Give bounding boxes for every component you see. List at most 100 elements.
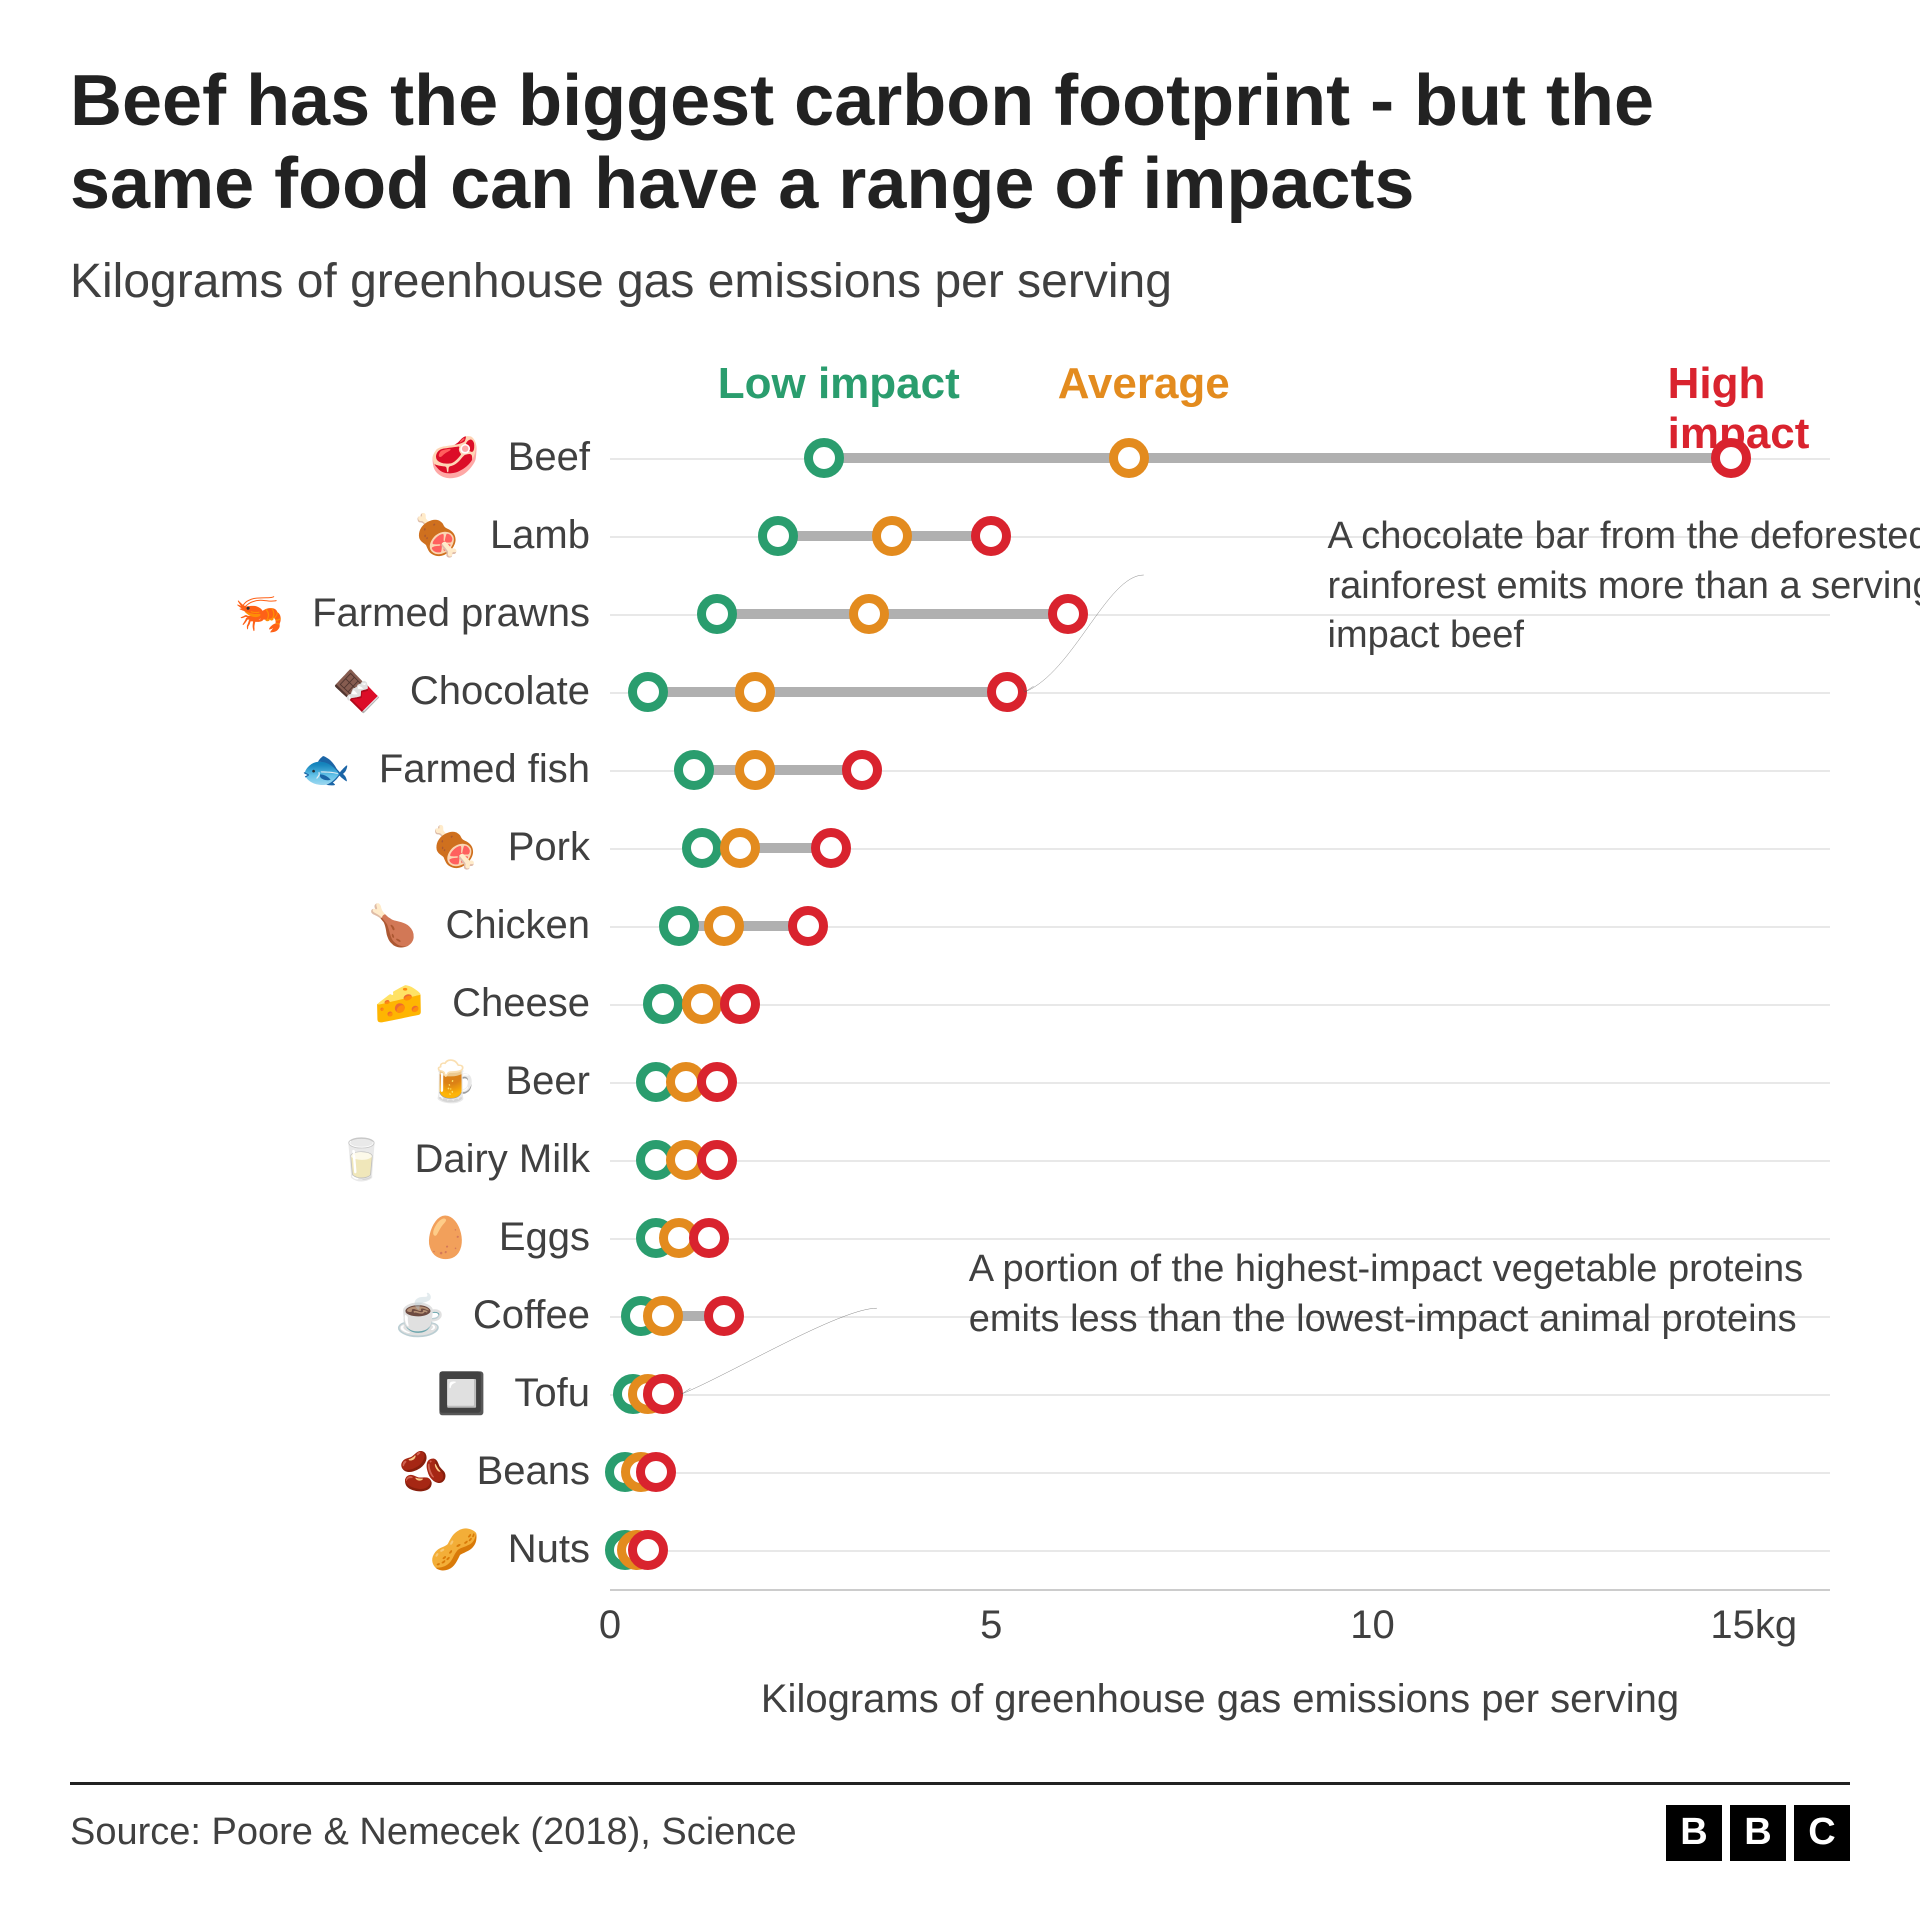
legend-average: Average: [1058, 359, 1230, 409]
gridline: [610, 1238, 1830, 1240]
x-axis: 051015kg: [610, 1589, 1830, 1659]
marker-high: [788, 906, 828, 946]
food-row: 🍫 Chocolate: [190, 653, 1830, 731]
food-label: Beef: [508, 435, 590, 480]
range-bar: [648, 687, 1006, 697]
row-label-wrap: 🍺Beer: [190, 1054, 610, 1109]
bbc-logo: BBC: [1666, 1805, 1850, 1861]
annotation-text: A portion of the highest-impact vegetabl…: [969, 1245, 1892, 1344]
marker-avg: [849, 594, 889, 634]
row-track: [610, 965, 1830, 1043]
marker-high: [720, 984, 760, 1024]
food-row: 🥛Dairy Milk: [190, 1121, 1830, 1199]
marker-avg: [735, 672, 775, 712]
gridline: [610, 1394, 1830, 1396]
food-label: Beer: [506, 1059, 591, 1104]
marker-high: [628, 1530, 668, 1570]
food-icon: 🫘: [389, 1444, 459, 1499]
marker-avg: [1109, 438, 1149, 478]
food-label: Tofu: [514, 1371, 590, 1416]
x-axis-label: Kilograms of greenhouse gas emissions pe…: [610, 1677, 1830, 1722]
source-text: Source: Poore & Nemecek (2018), Science: [70, 1811, 797, 1854]
food-label: Chicken: [445, 903, 590, 948]
row-track: [610, 1355, 1830, 1433]
marker-low: [674, 750, 714, 790]
gridline: [610, 1472, 1830, 1474]
row-track: [610, 1121, 1830, 1199]
marker-low: [659, 906, 699, 946]
marker-high: [811, 828, 851, 868]
food-label: Eggs: [499, 1215, 590, 1260]
marker-high: [842, 750, 882, 790]
row-label-wrap: 🦐Farmed prawns: [190, 586, 610, 641]
gridline: [610, 1082, 1830, 1084]
food-label: Coffee: [473, 1293, 590, 1338]
food-row: 🍺Beer: [190, 1043, 1830, 1121]
food-row: 🥜Nuts: [190, 1511, 1830, 1589]
food-label: Pork: [508, 825, 590, 870]
range-bar: [824, 453, 1731, 463]
food-label: Chocolate: [410, 669, 590, 714]
food-icon: 🥚: [411, 1210, 481, 1265]
row-track: [610, 1043, 1830, 1121]
row-track: [610, 731, 1830, 809]
food-icon: 🍗: [357, 898, 427, 953]
marker-low: [682, 828, 722, 868]
marker-high: [1711, 438, 1751, 478]
row-label-wrap: 🐟Farmed fish: [190, 742, 610, 797]
gridline: [610, 1550, 1830, 1552]
food-icon: ☕: [385, 1288, 455, 1343]
food-label: Farmed fish: [379, 747, 590, 792]
marker-high: [636, 1452, 676, 1492]
marker-low: [804, 438, 844, 478]
food-label: Lamb: [490, 513, 590, 558]
marker-high: [704, 1296, 744, 1336]
food-icon: 🔲: [426, 1366, 496, 1421]
marker-avg: [704, 906, 744, 946]
marker-high: [697, 1062, 737, 1102]
row-label-wrap: 🍫 Chocolate: [190, 664, 610, 719]
range-bar: [717, 609, 1068, 619]
gridline: [610, 1160, 1830, 1162]
marker-low: [643, 984, 683, 1024]
x-tick: 5: [980, 1603, 1002, 1648]
marker-avg: [872, 516, 912, 556]
row-label-wrap: 🧀Cheese: [190, 976, 610, 1031]
food-label: Beans: [477, 1449, 590, 1494]
bbc-logo-letter: B: [1666, 1805, 1722, 1861]
food-row: 🥩Beef: [190, 419, 1830, 497]
food-icon: 🧀: [364, 976, 434, 1031]
row-track: [610, 1511, 1830, 1589]
row-label-wrap: 🥚 Eggs: [190, 1210, 610, 1265]
footer: Source: Poore & Nemecek (2018), Science …: [70, 1782, 1850, 1861]
food-icon: 🍫: [322, 664, 392, 719]
annotation-text: A chocolate bar from the deforested rain…: [1328, 512, 1920, 660]
row-label-wrap: 🫘 Beans: [190, 1444, 610, 1499]
marker-avg: [735, 750, 775, 790]
marker-high: [1048, 594, 1088, 634]
food-label: Nuts: [508, 1527, 590, 1572]
bbc-logo-letter: B: [1730, 1805, 1786, 1861]
food-row: 🫘 Beans: [190, 1433, 1830, 1511]
food-row: 🍖Pork: [190, 809, 1830, 887]
chart-subtitle: Kilograms of greenhouse gas emissions pe…: [70, 254, 1850, 309]
row-track: [610, 887, 1830, 965]
food-label: Dairy Milk: [414, 1137, 590, 1182]
bbc-logo-letter: C: [1794, 1805, 1850, 1861]
marker-high: [697, 1140, 737, 1180]
food-icon: 🦐: [224, 586, 294, 641]
marker-low: [697, 594, 737, 634]
figure-container: Beef has the biggest carbon footprint - …: [0, 0, 1920, 1901]
range-bar: [694, 765, 862, 775]
row-track: [610, 809, 1830, 887]
marker-high: [987, 672, 1027, 712]
chart-area: Low impactAverageHigh impact 🥩Beef🍖Lamb🦐…: [190, 359, 1830, 1722]
row-track: [610, 419, 1830, 497]
food-row: 🧀Cheese: [190, 965, 1830, 1043]
row-label-wrap: 🍖Pork: [190, 820, 610, 875]
food-row: 🍗 Chicken: [190, 887, 1830, 965]
row-track: [610, 653, 1830, 731]
x-tick: 15kg: [1710, 1603, 1797, 1648]
row-label-wrap: 🍗 Chicken: [190, 898, 610, 953]
chart-title: Beef has the biggest carbon footprint - …: [70, 60, 1850, 226]
